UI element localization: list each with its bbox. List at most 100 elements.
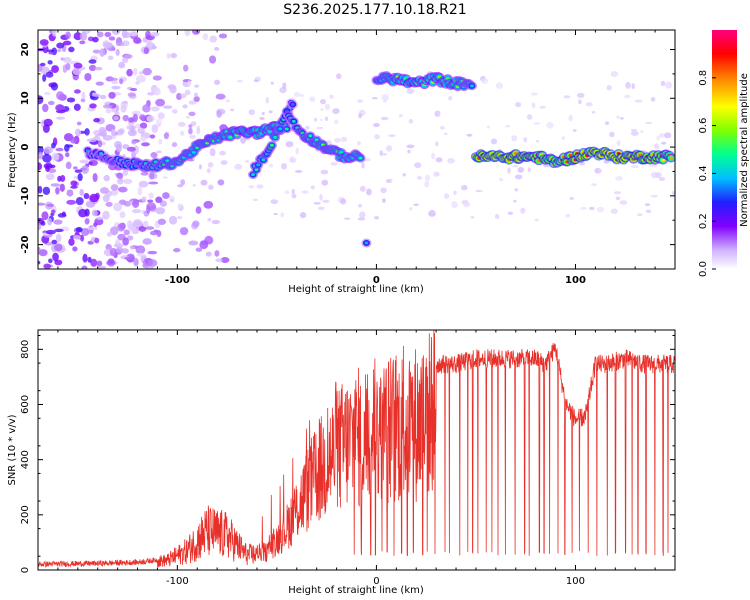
noise-blob <box>153 229 159 233</box>
noise-blob <box>65 161 72 170</box>
noise-blob <box>630 130 639 136</box>
noise-blob <box>49 164 56 169</box>
noise-blob <box>663 132 672 139</box>
ridge-core <box>291 119 296 123</box>
noise-blob <box>424 180 430 188</box>
noise-blob <box>91 93 101 97</box>
noise-blob <box>66 97 76 103</box>
noise-blob <box>62 57 72 63</box>
noise-blob <box>131 140 137 145</box>
noise-blob <box>187 80 192 87</box>
noise-blob <box>94 237 100 244</box>
noise-blob <box>79 31 88 41</box>
noise-blob <box>534 218 539 222</box>
noise-blob <box>40 66 50 75</box>
noise-blob <box>106 232 113 237</box>
noise-blob <box>463 202 471 208</box>
noise-blob <box>196 128 201 135</box>
noise-blob <box>462 185 468 190</box>
noise-blob <box>466 133 473 137</box>
y-tick-label: 10 <box>20 91 31 105</box>
noise-blob <box>358 113 363 119</box>
noise-blob <box>320 169 329 175</box>
noise-blob <box>142 104 151 113</box>
noise-blob <box>70 180 78 187</box>
noise-blob <box>344 217 351 220</box>
spectrogram-x-axis-label: Height of straight line (km) <box>288 284 424 295</box>
noise-blob <box>324 116 328 121</box>
noise-blob <box>105 201 113 207</box>
noise-blob <box>658 133 665 138</box>
noise-blob <box>414 162 422 169</box>
noise-blob <box>322 199 330 203</box>
noise-blob <box>99 187 109 194</box>
noise-blob <box>38 222 42 231</box>
noise-blob <box>68 238 75 246</box>
noise-blob <box>47 217 53 226</box>
noise-blob <box>74 169 83 173</box>
noise-blob <box>398 113 403 118</box>
noise-blob <box>520 207 526 214</box>
noise-blob <box>356 141 361 146</box>
noise-blob <box>142 238 152 245</box>
noise-blob <box>77 173 83 182</box>
ridge-core <box>661 158 666 162</box>
noise-blob <box>207 217 212 222</box>
chart-title: S236.2025.177.10.18.R21 <box>283 2 467 18</box>
noise-blob <box>149 32 160 37</box>
noise-blob <box>407 149 411 154</box>
noise-blob <box>114 111 120 116</box>
noise-blob <box>108 77 118 82</box>
noise-blob <box>182 104 188 109</box>
noise-blob <box>75 197 84 206</box>
noise-blob <box>38 151 44 160</box>
noise-blob <box>389 178 393 184</box>
noise-blob <box>139 114 146 121</box>
noise-blob <box>168 195 175 201</box>
noise-blob <box>366 188 372 196</box>
noise-blob <box>319 118 324 122</box>
noise-blob <box>589 206 595 211</box>
noise-blob <box>117 223 126 232</box>
colorbar-tick-label: 0.2 <box>698 213 709 229</box>
noise-blob <box>76 121 82 126</box>
noise-blob <box>424 174 431 182</box>
noise-blob <box>230 108 235 112</box>
noise-blob <box>388 134 396 137</box>
noise-blob <box>580 206 587 210</box>
noise-blob <box>330 161 338 166</box>
noise-blob <box>195 206 202 214</box>
x-tick-label: 100 <box>566 576 585 587</box>
noise-blob <box>64 143 70 152</box>
noise-blob <box>102 194 110 203</box>
noise-blob <box>320 108 324 111</box>
noise-blob <box>151 124 159 134</box>
noise-blob <box>380 116 389 121</box>
colorbar-ticks: 0.0 0.2 0.4 0.6 0.8 <box>698 70 716 277</box>
noise-blob <box>52 30 57 37</box>
noise-blob <box>133 145 140 155</box>
noise-blob <box>194 84 200 88</box>
noise-blob <box>539 105 547 109</box>
noise-blob <box>43 263 51 269</box>
ridge-core <box>250 173 255 177</box>
noise-blob <box>38 247 41 251</box>
ridge-4 <box>371 71 477 92</box>
noise-blob <box>514 188 519 192</box>
noise-blob <box>184 30 191 37</box>
noise-blob <box>43 146 53 155</box>
noise-blob <box>96 265 107 269</box>
noise-blob <box>74 89 81 94</box>
noise-blob <box>162 176 168 179</box>
noise-blob <box>95 216 104 220</box>
noise-blob <box>107 55 114 60</box>
x-tick-label: 0 <box>373 275 380 286</box>
noise-blob <box>225 99 231 103</box>
noise-blob <box>253 79 259 83</box>
colorbar-tick-label: 0.8 <box>698 70 709 86</box>
noise-blob <box>214 47 220 51</box>
noise-blob <box>193 96 200 103</box>
noise-blob <box>310 185 315 190</box>
noise-blob <box>280 212 285 218</box>
